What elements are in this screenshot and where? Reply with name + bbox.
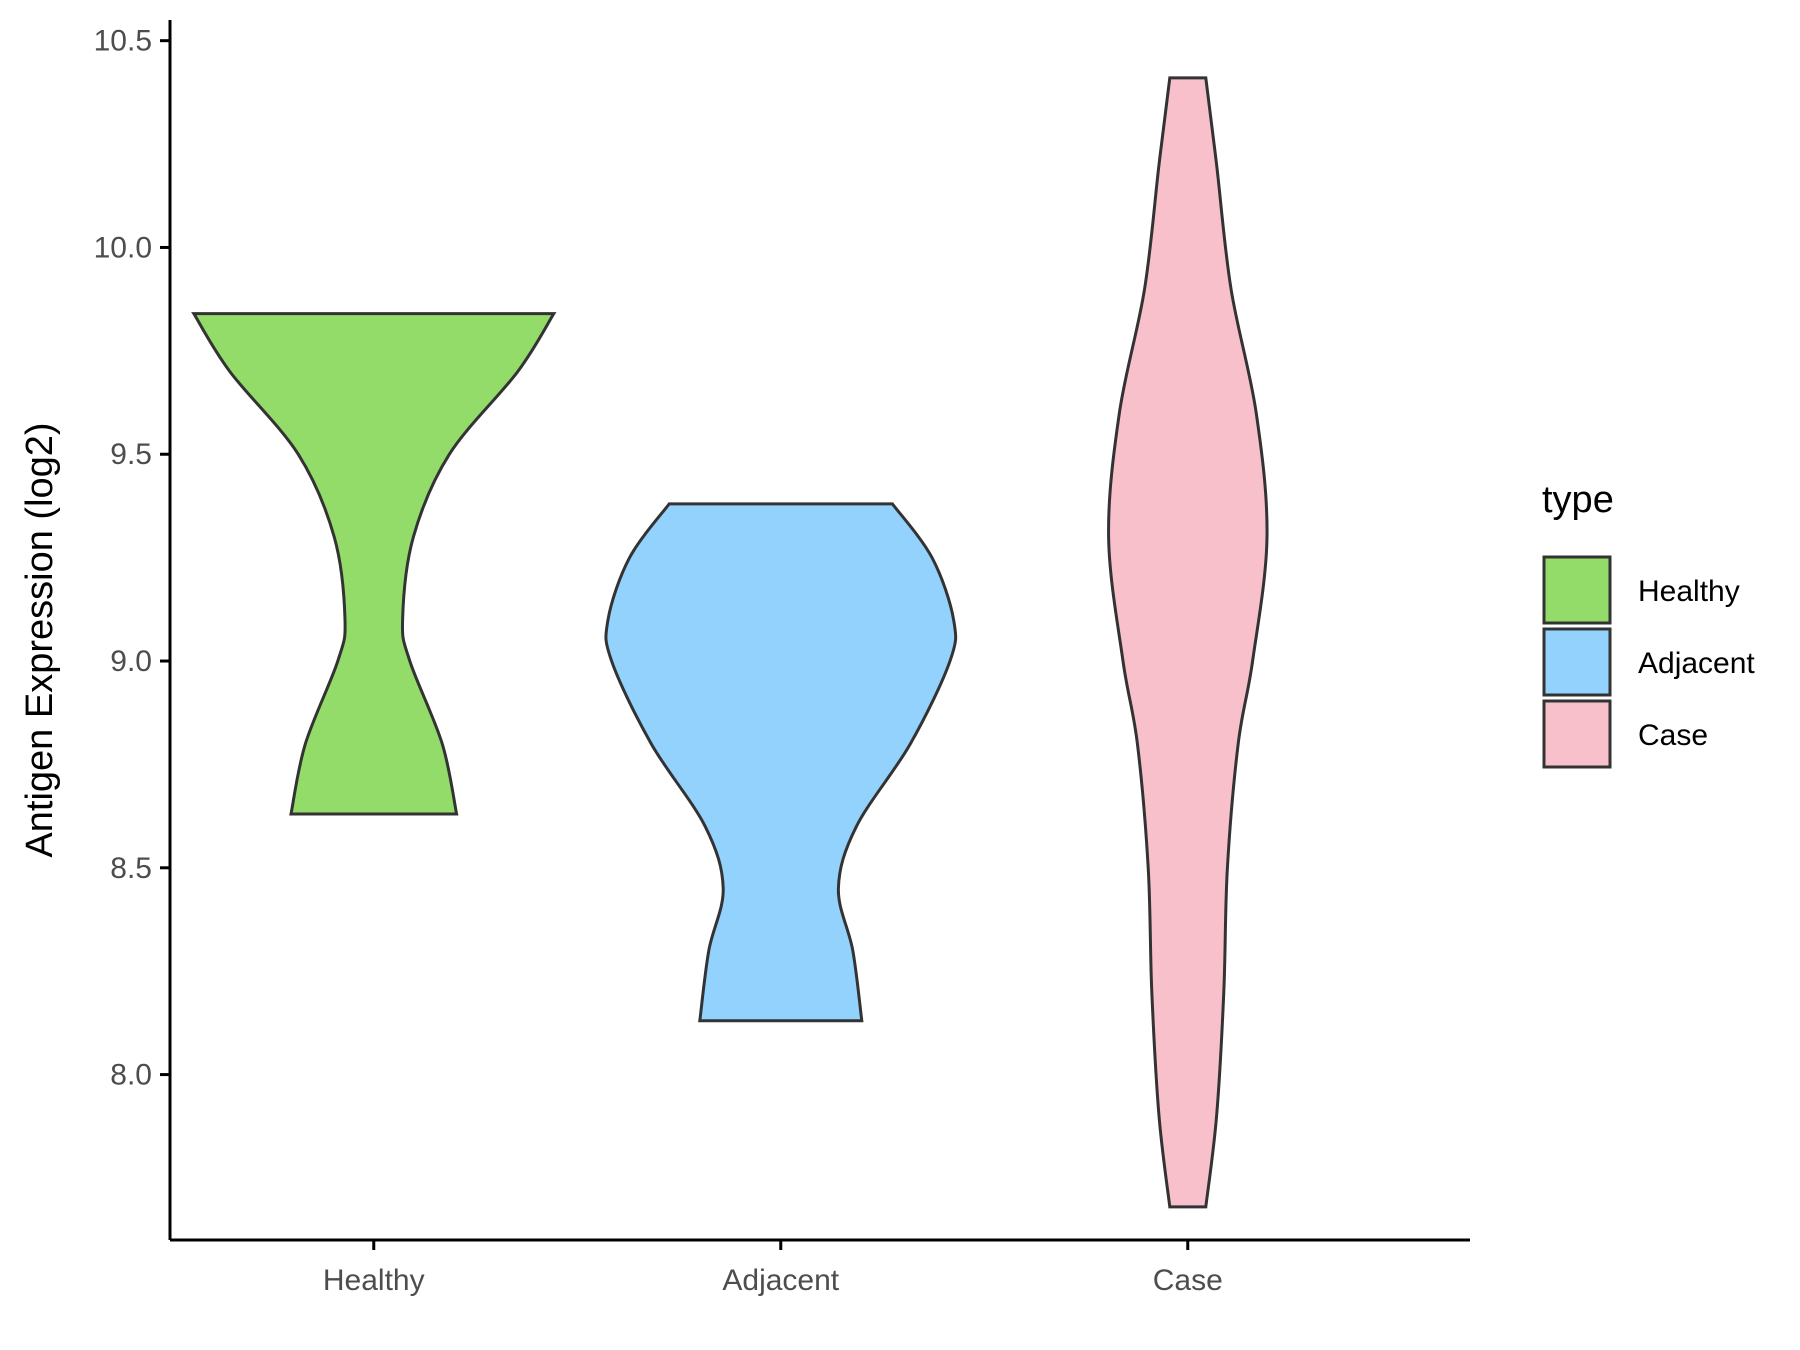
legend-key-adjacent <box>1542 627 1612 697</box>
legend-title: type <box>1542 479 1614 521</box>
violin-layer <box>191 76 1269 1209</box>
y-tick-label: 9.0 <box>110 645 152 678</box>
x-tick-label: Healthy <box>323 1264 425 1297</box>
x-tick-label: Case <box>1153 1264 1223 1297</box>
y-axis-title: Antigen Expression (log2) <box>19 422 61 857</box>
legend-key-case <box>1542 699 1612 769</box>
axes: 8.0 8.5 9.0 9.5 10.0 10.5 Healthy Adjacent Case <box>94 20 1470 1297</box>
legend-label-healthy: Healthy <box>1638 575 1740 608</box>
legend-label-adjacent: Adjacent <box>1638 647 1755 680</box>
violin-case <box>1107 76 1269 1209</box>
y-tick-label: 8.5 <box>110 852 152 885</box>
legend-key-healthy <box>1542 555 1612 625</box>
x-tick-label: Adjacent <box>722 1264 839 1297</box>
y-tick-label: 9.5 <box>110 438 152 471</box>
violin-healthy <box>191 312 557 816</box>
y-tick-label: 10.5 <box>94 25 152 58</box>
violin-adjacent <box>604 502 958 1023</box>
y-tick-label: 10.0 <box>94 231 152 264</box>
y-tick-label: 8.0 <box>110 1059 152 1092</box>
legend-label-case: Case <box>1638 719 1708 752</box>
legend: type Healthy Adjacent Case <box>1542 479 1755 769</box>
